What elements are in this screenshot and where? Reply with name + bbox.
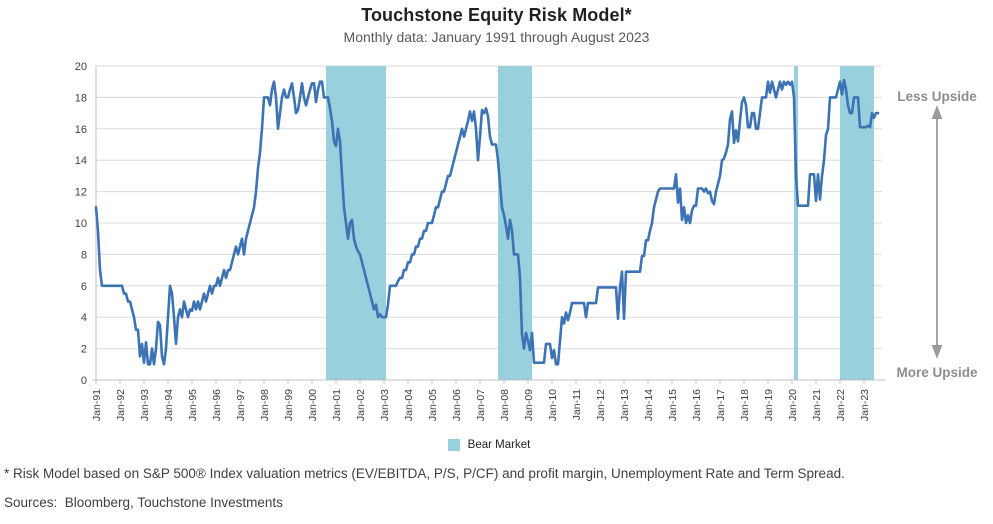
y-axis-tick-label: 2	[81, 344, 87, 356]
x-axis-tick-label: Jan-02	[355, 389, 367, 421]
y-axis-tick-label: 6	[81, 281, 87, 293]
x-axis-tick-label: Jan-23	[859, 389, 871, 421]
y-axis-tick-label: 12	[75, 187, 87, 199]
x-axis-tick-label: Jan-99	[283, 389, 295, 421]
x-axis-tick-label: Jan-13	[619, 389, 631, 421]
y-axis-tick-label: 20	[75, 61, 87, 73]
y-axis-tick-label: 8	[81, 249, 87, 261]
x-axis-tick-label: Jan-17	[715, 389, 727, 421]
x-axis-tick-label: Jan-04	[403, 389, 415, 421]
x-axis-tick-label: Jan-01	[331, 389, 343, 421]
less-upside-label: Less Upside	[897, 89, 977, 104]
risk-model-footnote: * Risk Model based on S&P 500® Index val…	[4, 466, 845, 481]
chart-title: Touchstone Equity Risk Model*	[361, 5, 632, 25]
x-axis-tick-label: Jan-21	[811, 389, 823, 421]
bear-market-band-1	[326, 66, 386, 380]
x-axis-tick-label: Jan-11	[571, 389, 583, 420]
y-axis-tick-label: 4	[81, 312, 87, 324]
x-axis-tick-label: Jan-94	[163, 389, 175, 421]
x-axis-tick-label: Jan-10	[547, 389, 559, 421]
bear-market-band-4	[840, 66, 874, 380]
y-axis-tick-label: 0	[81, 375, 87, 387]
bear-market-legend-label: Bear Market	[467, 439, 531, 451]
x-axis-tick-label: Jan-93	[139, 389, 151, 421]
x-axis-tick-label: Jan-97	[235, 389, 247, 421]
x-axis-tick-label: Jan-19	[763, 389, 775, 421]
risk-model-line-chart: 0 2 4 6 8 10 12 14 16 18 20 Jan-91 Jan-92 Jan-93 Jan-9…	[75, 61, 886, 421]
more-upside-label: More Upside	[896, 365, 978, 380]
x-axis-tick-label: Jan-06	[451, 389, 463, 421]
x-axis-tick-label: Jan-98	[259, 389, 271, 421]
x-axis-tick-label: Jan-09	[523, 389, 535, 421]
x-axis-tick-label: Jan-91	[91, 389, 103, 421]
y-axis-tick-label: 16	[75, 124, 87, 136]
x-axis-tick-label: Jan-18	[739, 389, 751, 421]
x-axis-tick-label: Jan-96	[211, 389, 223, 421]
x-axis-tick-label: Jan-05	[427, 389, 439, 421]
chart-subtitle: Monthly data: January 1991 through Augus…	[343, 29, 650, 45]
x-axis-tick-label: Jan-08	[499, 389, 511, 421]
sources-line: Sources: Bloomberg, Touchstone Investmen…	[4, 495, 283, 510]
bear-market-band-2	[498, 66, 532, 380]
x-axis-tick-label: Jan-14	[643, 389, 655, 421]
x-axis-tick-label: Jan-92	[115, 389, 127, 421]
x-axis-tick-label: Jan-03	[379, 389, 391, 421]
bear-market-band-3	[794, 66, 798, 380]
y-axis-tick-label: 18	[75, 92, 87, 104]
legend: Bear Market	[96, 439, 882, 451]
x-axis-tick-label: Jan-07	[475, 389, 487, 421]
x-axis-tick-label: Jan-20	[787, 389, 799, 421]
upside-range-arrow-icon	[931, 105, 943, 359]
y-axis-tick-label: 14	[75, 155, 87, 167]
risk-model-series-line	[94, 78, 880, 366]
x-axis-tick-label: Jan-16	[691, 389, 703, 421]
y-axis-tick-label: 10	[75, 218, 87, 230]
x-axis-tick-label: Jan-95	[187, 389, 199, 421]
x-axis-tick-label: Jan-12	[595, 389, 607, 421]
x-axis-tick-label: Jan-22	[835, 389, 847, 421]
bear-market-swatch-icon	[447, 439, 460, 451]
x-axis-tick-label: Jan-00	[307, 389, 319, 421]
x-axis-tick-label: Jan-15	[667, 389, 679, 421]
